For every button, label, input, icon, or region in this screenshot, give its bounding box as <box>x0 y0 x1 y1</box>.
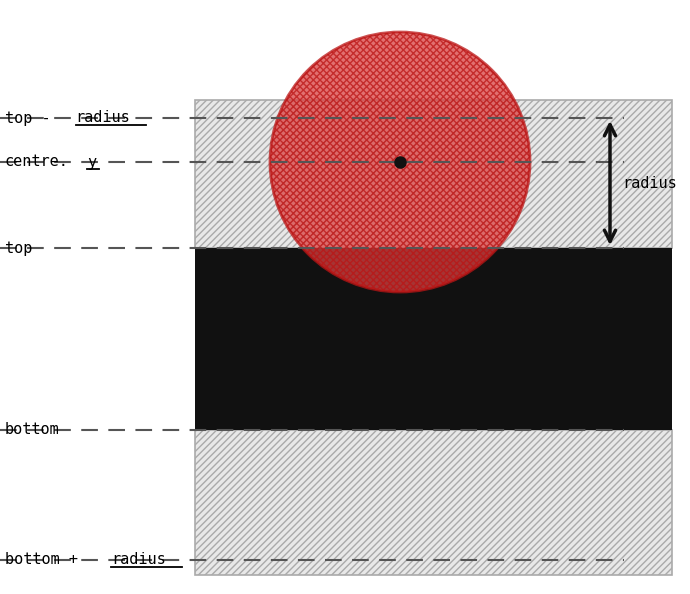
Bar <box>195 248 672 430</box>
Text: bottom: bottom <box>5 422 60 438</box>
Text: radius: radius <box>76 110 130 125</box>
Text: bottom +: bottom + <box>5 552 87 567</box>
Text: centre.: centre. <box>5 154 69 169</box>
Circle shape <box>270 32 530 292</box>
Text: radius: radius <box>622 175 677 191</box>
Text: y: y <box>88 154 97 169</box>
Bar <box>195 100 672 248</box>
Bar <box>195 430 672 575</box>
Text: top -: top - <box>5 110 60 125</box>
Text: top: top <box>5 241 32 255</box>
Text: radius: radius <box>111 552 166 567</box>
